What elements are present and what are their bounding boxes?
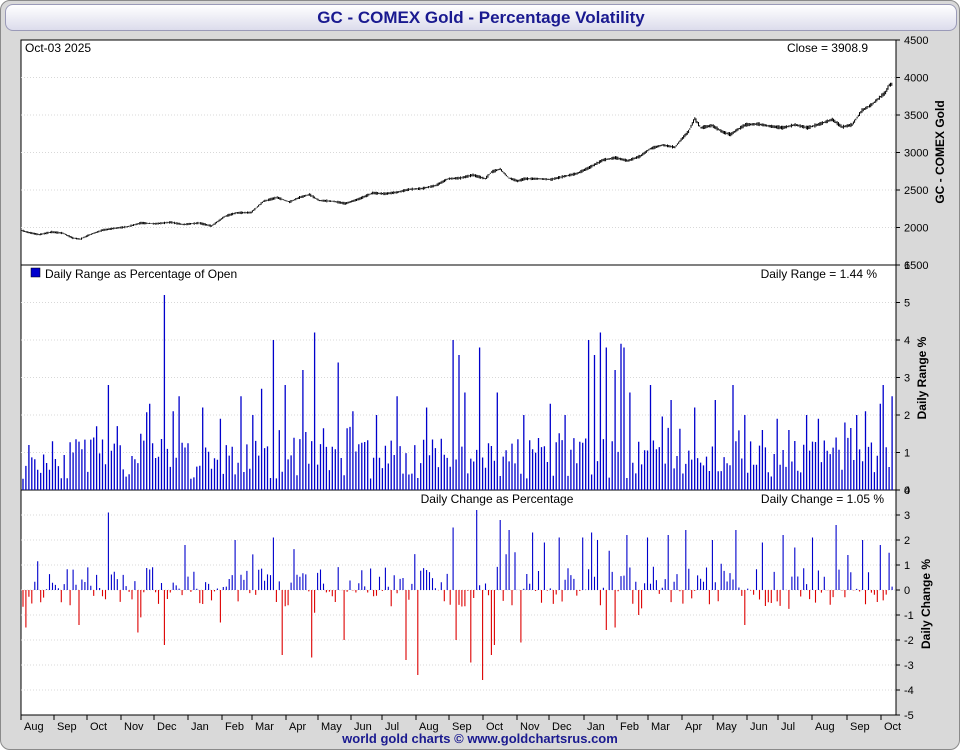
- panel-3-ylabel: Daily Change %: [919, 559, 933, 649]
- y-tick-label: 4000: [904, 73, 928, 85]
- y-tick-label: 2000: [904, 223, 928, 235]
- y-tick-label: -1: [904, 610, 914, 622]
- y-tick-label: -2: [904, 635, 914, 647]
- x-tick-label: Dec: [552, 721, 572, 733]
- panel-2-ylabel: Daily Range %: [915, 336, 929, 419]
- y-tick-label: 4500: [904, 35, 928, 47]
- x-tick-label: Apr: [685, 721, 702, 733]
- x-tick-label: Feb: [225, 721, 244, 733]
- x-tick-label: Sep: [452, 721, 472, 733]
- x-tick-label: Oct: [884, 721, 901, 733]
- x-tick-label: Jun: [354, 721, 372, 733]
- y-tick-label: -3: [904, 660, 914, 672]
- panel-1-ylabel: GC - COMEX Gold: [933, 100, 947, 203]
- y-tick-label: 2500: [904, 185, 928, 197]
- y-tick-label: 3: [904, 510, 910, 522]
- range-legend-label: Daily Range as Percentage of Open: [45, 267, 237, 281]
- legend-swatch: [30, 267, 41, 278]
- x-tick-label: Oct: [486, 721, 503, 733]
- title-bar: GC - COMEX Gold - Percentage Volatility: [5, 4, 957, 31]
- y-tick-label: 1: [904, 560, 910, 572]
- x-tick-label: Jul: [385, 721, 399, 733]
- x-tick-label: Dec: [157, 721, 177, 733]
- panel-1-background: [20, 39, 897, 266]
- y-tick-label: 6: [904, 260, 910, 272]
- x-tick-label: Feb: [620, 721, 639, 733]
- y-tick-label: 3500: [904, 110, 928, 122]
- x-tick-label: Apr: [289, 721, 306, 733]
- x-tick-label: Jan: [191, 721, 209, 733]
- x-tick-label: Aug: [24, 721, 44, 733]
- y-tick-label: -4: [904, 685, 914, 697]
- chart-title: GC - COMEX Gold - Percentage Volatility: [317, 8, 645, 27]
- change-bars-down: [22, 590, 887, 680]
- y-tick-label: 0: [904, 585, 910, 597]
- x-tick-label: Jan: [587, 721, 605, 733]
- close-label: Close = 3908.9: [787, 41, 868, 55]
- y-tick-label: 3: [904, 373, 910, 385]
- change-bars-up: [34, 510, 893, 590]
- x-tick-label: Mar: [255, 721, 274, 733]
- change-value-label: Daily Change = 1.05 %: [761, 492, 884, 506]
- x-tick-label: Aug: [815, 721, 835, 733]
- x-tick-label: Jul: [781, 721, 795, 733]
- x-tick-label: May: [321, 721, 342, 733]
- x-tick-label: Aug: [419, 721, 439, 733]
- x-tick-label: Mar: [651, 721, 670, 733]
- x-tick-label: Nov: [520, 721, 540, 733]
- y-tick-label: 2: [904, 535, 910, 547]
- y-tick-label: 5: [904, 298, 910, 310]
- x-tick-label: Sep: [850, 721, 870, 733]
- x-tick-label: Nov: [124, 721, 144, 733]
- range-bars: [22, 295, 893, 490]
- range-value-label: Daily Range = 1.44 %: [761, 267, 878, 281]
- x-tick-label: Oct: [90, 721, 107, 733]
- x-tick-label: Sep: [57, 721, 77, 733]
- y-tick-label: 4: [904, 335, 910, 347]
- y-tick-label: 4: [904, 485, 910, 497]
- x-tick-label: May: [716, 721, 737, 733]
- date-label: Oct-03 2025: [25, 41, 91, 55]
- price-series: [21, 82, 893, 240]
- y-tick-label: 1500: [904, 260, 928, 272]
- y-tick-label: -5: [904, 710, 914, 722]
- y-tick-label: 2: [904, 410, 910, 422]
- y-tick-label: 0: [904, 485, 910, 497]
- x-tick-label: Jun: [750, 721, 768, 733]
- y-tick-label: 3000: [904, 148, 928, 160]
- y-tick-label: 1: [904, 448, 910, 460]
- change-header-label: Daily Change as Percentage: [421, 492, 574, 506]
- footer-credit: world gold charts © www.goldchartsrus.co…: [342, 731, 618, 746]
